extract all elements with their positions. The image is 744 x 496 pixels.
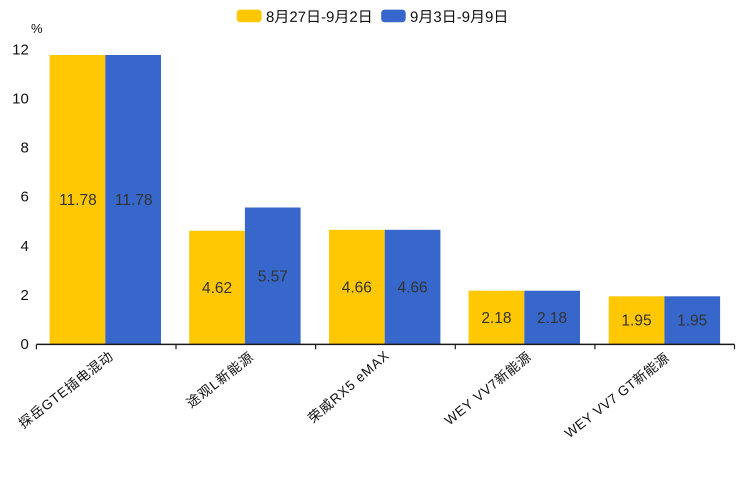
svg-text:4.62: 4.62: [202, 280, 232, 297]
svg-text:2.18: 2.18: [537, 310, 567, 327]
svg-text:2.18: 2.18: [481, 310, 511, 327]
svg-text:1.95: 1.95: [621, 313, 651, 330]
svg-text:1.95: 1.95: [677, 313, 707, 330]
svg-text:%: %: [31, 21, 43, 36]
svg-text:0: 0: [20, 336, 28, 353]
svg-text:5.57: 5.57: [258, 268, 288, 285]
svg-text:10: 10: [12, 90, 29, 107]
svg-text:4.66: 4.66: [398, 279, 428, 296]
svg-text:12: 12: [12, 41, 29, 58]
svg-text:11.78: 11.78: [59, 192, 97, 209]
svg-text:6: 6: [20, 189, 28, 206]
svg-text:4: 4: [20, 238, 28, 255]
svg-text:8: 8: [20, 140, 28, 157]
svg-text:11.78: 11.78: [115, 192, 153, 209]
svg-text:4.66: 4.66: [342, 279, 372, 296]
svg-text:2: 2: [20, 287, 28, 304]
